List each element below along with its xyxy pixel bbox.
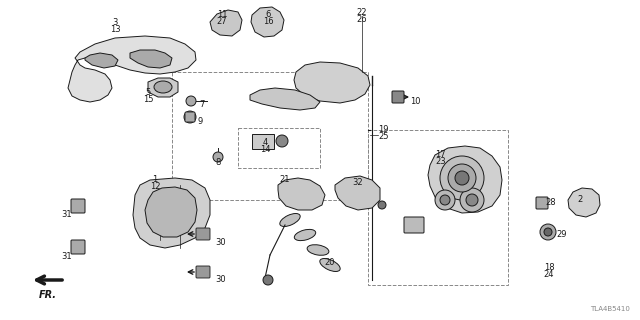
Text: 10: 10: [410, 97, 420, 106]
Text: 28: 28: [545, 198, 556, 207]
Text: 27: 27: [217, 17, 227, 26]
Text: 19: 19: [378, 125, 388, 134]
Polygon shape: [85, 53, 118, 68]
Text: 5: 5: [145, 88, 150, 97]
Circle shape: [263, 275, 273, 285]
Circle shape: [186, 96, 196, 106]
Polygon shape: [294, 62, 370, 103]
Text: 14: 14: [260, 145, 270, 154]
Polygon shape: [145, 187, 197, 237]
Text: 12: 12: [150, 182, 160, 191]
Text: 15: 15: [143, 95, 153, 104]
Text: 30: 30: [215, 275, 226, 284]
FancyBboxPatch shape: [392, 91, 404, 103]
Text: 11: 11: [217, 10, 227, 19]
FancyBboxPatch shape: [196, 266, 210, 278]
FancyBboxPatch shape: [536, 197, 548, 209]
Circle shape: [466, 194, 478, 206]
Polygon shape: [250, 88, 320, 110]
Polygon shape: [335, 176, 380, 210]
Text: 32: 32: [352, 178, 363, 187]
Text: 25: 25: [378, 132, 388, 141]
Text: 9: 9: [197, 117, 202, 126]
Polygon shape: [278, 178, 325, 210]
FancyBboxPatch shape: [404, 217, 424, 233]
Text: 31: 31: [61, 252, 72, 261]
Ellipse shape: [307, 245, 329, 255]
Text: 3: 3: [112, 18, 118, 27]
Text: 31: 31: [61, 210, 72, 219]
Polygon shape: [148, 78, 178, 97]
Text: TLA4B5410: TLA4B5410: [590, 306, 630, 312]
Text: 26: 26: [356, 15, 367, 24]
Polygon shape: [251, 7, 284, 37]
Text: 7: 7: [199, 100, 204, 109]
Text: 30: 30: [215, 238, 226, 247]
Polygon shape: [428, 146, 502, 213]
FancyBboxPatch shape: [71, 199, 85, 213]
Circle shape: [460, 188, 484, 212]
Text: 20: 20: [324, 258, 335, 267]
Text: 16: 16: [262, 17, 273, 26]
Circle shape: [184, 111, 196, 123]
Circle shape: [448, 164, 476, 192]
FancyBboxPatch shape: [252, 134, 274, 149]
FancyBboxPatch shape: [71, 240, 85, 254]
Bar: [172, 72, 368, 200]
Text: 13: 13: [109, 25, 120, 34]
FancyBboxPatch shape: [185, 112, 195, 122]
FancyBboxPatch shape: [196, 228, 210, 240]
Text: 2: 2: [577, 195, 582, 204]
Text: 23: 23: [435, 157, 445, 166]
Text: FR.: FR.: [39, 290, 57, 300]
Circle shape: [378, 201, 386, 209]
Polygon shape: [133, 178, 210, 248]
Circle shape: [455, 171, 469, 185]
Circle shape: [540, 224, 556, 240]
Text: 22: 22: [356, 8, 367, 17]
Text: 4: 4: [262, 138, 268, 147]
Bar: [368, 130, 508, 285]
Polygon shape: [568, 188, 600, 217]
Text: 6: 6: [266, 10, 271, 19]
Text: 1: 1: [152, 175, 157, 184]
Ellipse shape: [294, 229, 316, 241]
Ellipse shape: [154, 81, 172, 93]
Ellipse shape: [320, 259, 340, 271]
Text: 17: 17: [435, 150, 445, 159]
Polygon shape: [130, 50, 172, 68]
Circle shape: [544, 228, 552, 236]
Circle shape: [440, 156, 484, 200]
Text: 21: 21: [280, 175, 291, 184]
Circle shape: [276, 135, 288, 147]
Circle shape: [440, 195, 450, 205]
Text: 18: 18: [544, 263, 554, 272]
Circle shape: [213, 152, 223, 162]
Polygon shape: [210, 10, 242, 36]
Text: 24: 24: [544, 270, 554, 279]
Text: 29: 29: [556, 230, 566, 239]
Ellipse shape: [280, 213, 300, 227]
Bar: [238, 128, 320, 168]
Text: 8: 8: [215, 158, 221, 167]
Circle shape: [435, 190, 455, 210]
Polygon shape: [68, 36, 196, 102]
